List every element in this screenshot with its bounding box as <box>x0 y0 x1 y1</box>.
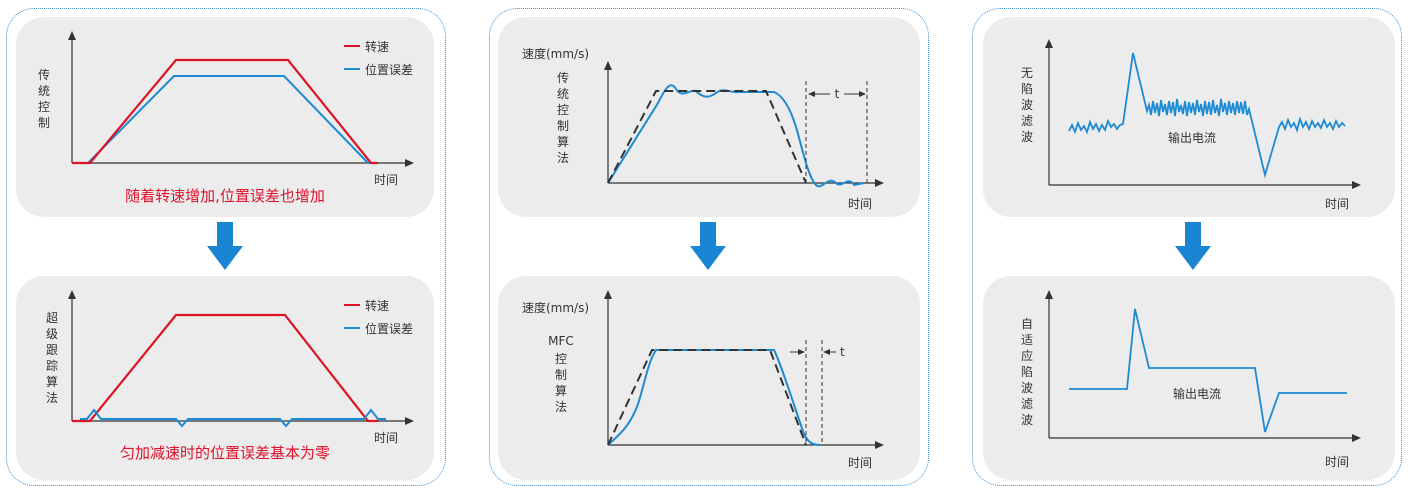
side-label-char: 传 <box>557 70 569 85</box>
panel1-top-chart: 转速 位置误差 传 统 控 制 时间 <box>38 31 414 187</box>
x-axis-label: 时间 <box>848 197 872 211</box>
x-axis-label: 时间 <box>374 431 398 445</box>
y-label-char: 算 <box>46 374 58 389</box>
y-label-char: 无 <box>1021 66 1033 80</box>
side-label-char: 法 <box>557 151 569 165</box>
y-label-char: 超 <box>46 310 58 325</box>
x-axis-arrow-icon <box>875 441 884 449</box>
x-axis-label: 时间 <box>374 173 398 187</box>
panel3-top-card <box>983 17 1395 217</box>
panel2-frame <box>489 8 929 486</box>
command-speed-line <box>607 349 807 446</box>
panel2-top-card <box>498 17 920 217</box>
t-arrow-right-head-icon <box>823 349 830 355</box>
x-axis-arrow-icon <box>405 417 414 425</box>
panel1-bottom-card <box>16 276 434 480</box>
y-label-char: 制 <box>38 116 50 130</box>
signal-label: 输出电流 <box>1168 130 1216 145</box>
panel1-top-caption: 随着转速增加,位置误差也增加 <box>125 187 325 205</box>
panel3-top-chart: 输出电流 无 陷 波 滤 波 时间 <box>1021 39 1361 211</box>
y-label-char: 级 <box>46 327 58 341</box>
side-label-first: MFC <box>548 334 574 348</box>
actual-speed-curve <box>607 84 865 188</box>
y-label-char: 踪 <box>46 359 58 373</box>
x-axis-label: 时间 <box>1325 455 1349 469</box>
y-label-char: 滤 <box>1021 114 1033 128</box>
x-axis-label: 时间 <box>1325 197 1349 211</box>
current-signal-adaptive-filter <box>1069 308 1347 433</box>
y-label-char: 滤 <box>1021 397 1033 411</box>
legend-label-speed: 转速 <box>365 39 389 54</box>
side-label-char: 算 <box>555 383 567 398</box>
panel1-bottom-chart: 转速 位置误差 超 级 跟 踪 算 法 时间 <box>46 290 414 445</box>
y-label-char: 陷 <box>1021 81 1033 96</box>
position-error-line <box>72 75 378 164</box>
x-axis-arrow-icon <box>1352 181 1361 189</box>
side-label-char: 控 <box>557 103 569 117</box>
side-label-char: 算 <box>557 134 569 149</box>
current-signal-no-filter <box>1068 52 1346 179</box>
panel2-top-chart: t 速度(mm/s) 传 统 控 制 算 法 时间 <box>522 46 884 211</box>
t-label: t <box>840 345 845 359</box>
y-axis-arrow-icon <box>68 290 76 299</box>
y-axis-arrow-icon <box>604 61 612 70</box>
panel3-frame <box>972 8 1402 486</box>
down-arrow-icon <box>207 222 243 270</box>
panel3-bottom-chart: 输出电流 自 适 应 陷 波 滤 波 时间 <box>1021 290 1361 469</box>
x-axis-arrow-icon <box>405 159 414 167</box>
legend-label-speed: 转速 <box>365 298 389 313</box>
y-label-char: 波 <box>1021 381 1033 395</box>
speed-line <box>72 58 378 165</box>
y-axis-label: 速度(mm/s) <box>522 46 589 61</box>
command-speed-line <box>607 90 807 184</box>
t-arrow-left-head-icon <box>808 91 815 97</box>
x-axis-label: 时间 <box>848 456 872 470</box>
y-label-char: 统 <box>38 84 50 98</box>
y-axis-arrow-icon <box>604 290 612 299</box>
side-label-char: 制 <box>557 119 569 133</box>
panel1-bottom-caption: 匀加减速时的位置误差基本为零 <box>119 444 330 462</box>
y-axis-arrow-icon <box>68 31 76 40</box>
y-label-char: 自 <box>1021 317 1033 331</box>
t-label: t <box>835 87 840 101</box>
actual-speed-curve <box>607 349 821 446</box>
y-axis-label: 速度(mm/s) <box>522 300 589 315</box>
y-label-char: 传 <box>38 67 50 82</box>
position-error-line <box>80 408 386 428</box>
down-arrow-icon <box>690 222 726 270</box>
y-label-char: 法 <box>46 391 58 405</box>
signal-label: 输出电流 <box>1173 386 1221 401</box>
y-axis-arrow-icon <box>1045 39 1053 48</box>
y-label-char: 跟 <box>46 343 58 357</box>
legend-label-error: 位置误差 <box>365 62 413 77</box>
x-axis-arrow-icon <box>1352 434 1361 442</box>
t-arrow-right-head-icon <box>859 91 866 97</box>
legend-label-error: 位置误差 <box>365 321 413 336</box>
x-axis-arrow-icon <box>875 179 884 187</box>
panel1-top-card <box>16 17 434 217</box>
side-label-char: 法 <box>555 400 567 414</box>
speed-line <box>72 313 378 423</box>
down-arrow-icon <box>1175 222 1211 270</box>
y-label-char: 波 <box>1021 130 1033 144</box>
panel2-bottom-chart: t 速度(mm/s) MFC 控 制 算 法 时间 <box>522 290 884 470</box>
panel2-bottom-card <box>498 276 920 480</box>
panel1-frame <box>6 8 446 486</box>
y-label-char: 陷 <box>1021 364 1033 379</box>
y-label-char: 波 <box>1021 98 1033 112</box>
y-label-char: 控 <box>38 100 50 114</box>
y-label-char: 适 <box>1021 333 1033 347</box>
panel3-bottom-card <box>983 276 1395 480</box>
y-label-char: 应 <box>1021 348 1033 363</box>
t-arrow-left-head-icon <box>798 349 805 355</box>
y-label-char: 波 <box>1021 413 1033 427</box>
side-label-char: 制 <box>555 368 567 382</box>
y-axis-arrow-icon <box>1045 290 1053 299</box>
side-label-char: 控 <box>555 352 567 366</box>
side-label-char: 统 <box>557 87 569 101</box>
